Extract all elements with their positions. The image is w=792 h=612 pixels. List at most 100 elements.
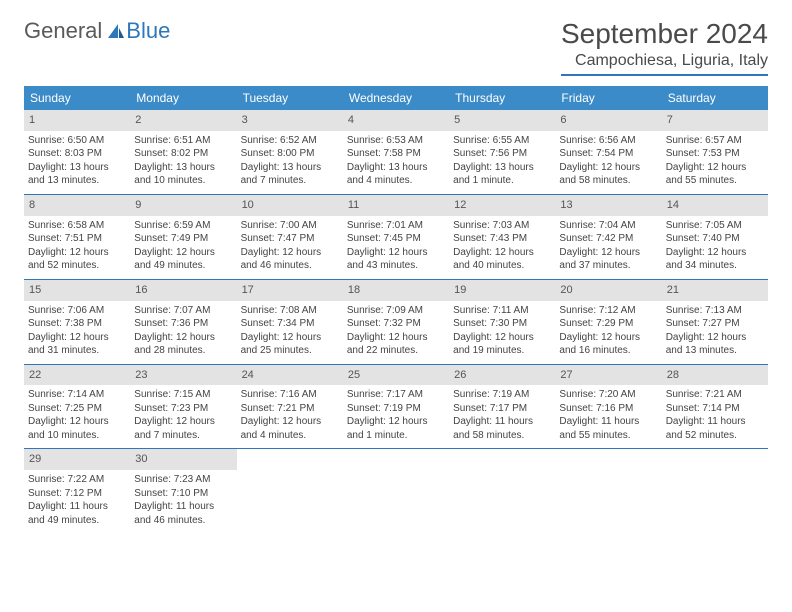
day-info-line: and 7 minutes. [134, 429, 232, 443]
day-info-line: and 46 minutes. [241, 259, 339, 273]
day-number: 9 [130, 195, 236, 216]
day-info-line: and 22 minutes. [347, 344, 445, 358]
day-info-line: Daylight: 11 hours [453, 415, 551, 429]
weeks-container: 1Sunrise: 6:50 AMSunset: 8:03 PMDaylight… [24, 110, 768, 533]
day-cell: 12Sunrise: 7:03 AMSunset: 7:43 PMDayligh… [449, 195, 555, 279]
day-info-line: Daylight: 12 hours [559, 161, 657, 175]
day-info-line: Sunrise: 7:01 AM [347, 219, 445, 233]
day-info-line: and 4 minutes. [347, 174, 445, 188]
day-info-line: Daylight: 12 hours [666, 246, 764, 260]
day-cell: 23Sunrise: 7:15 AMSunset: 7:23 PMDayligh… [130, 365, 236, 449]
day-info-line: Sunrise: 6:56 AM [559, 134, 657, 148]
day-number: 6 [555, 110, 661, 131]
day-info-line: Sunset: 7:16 PM [559, 402, 657, 416]
day-cell: 11Sunrise: 7:01 AMSunset: 7:45 PMDayligh… [343, 195, 449, 279]
day-info-line: Daylight: 11 hours [666, 415, 764, 429]
day-info-line: and 55 minutes. [559, 429, 657, 443]
day-info-line: Sunset: 7:45 PM [347, 232, 445, 246]
day-info-line: Sunset: 7:53 PM [666, 147, 764, 161]
day-info-line: and 25 minutes. [241, 344, 339, 358]
weekday-wed: Wednesday [343, 86, 449, 110]
day-cell: 24Sunrise: 7:16 AMSunset: 7:21 PMDayligh… [237, 365, 343, 449]
day-info-line: Sunrise: 6:53 AM [347, 134, 445, 148]
day-cell: 27Sunrise: 7:20 AMSunset: 7:16 PMDayligh… [555, 365, 661, 449]
day-info-line: Sunrise: 7:03 AM [453, 219, 551, 233]
day-info-line: Sunrise: 6:58 AM [28, 219, 126, 233]
day-info-line: and 1 minute. [453, 174, 551, 188]
day-info-line: Sunset: 7:58 PM [347, 147, 445, 161]
day-info-line: and 55 minutes. [666, 174, 764, 188]
day-info-line: Sunset: 7:54 PM [559, 147, 657, 161]
day-number: 30 [130, 449, 236, 470]
day-cell [237, 449, 343, 533]
day-info-line: Sunset: 7:32 PM [347, 317, 445, 331]
day-info-line: Daylight: 12 hours [666, 331, 764, 345]
day-number: 19 [449, 280, 555, 301]
day-info-line: Daylight: 12 hours [453, 246, 551, 260]
day-info-line: Sunrise: 7:21 AM [666, 388, 764, 402]
day-cell: 26Sunrise: 7:19 AMSunset: 7:17 PMDayligh… [449, 365, 555, 449]
month-title: September 2024 [561, 18, 768, 50]
day-info-line: Sunrise: 7:00 AM [241, 219, 339, 233]
day-cell: 5Sunrise: 6:55 AMSunset: 7:56 PMDaylight… [449, 110, 555, 194]
day-info-line: Sunset: 7:25 PM [28, 402, 126, 416]
day-cell [662, 449, 768, 533]
day-info-line: Daylight: 12 hours [134, 331, 232, 345]
day-info-line: Sunset: 7:21 PM [241, 402, 339, 416]
day-info-line: and 46 minutes. [134, 514, 232, 528]
day-info-line: Sunrise: 7:20 AM [559, 388, 657, 402]
day-info-line: Sunrise: 6:52 AM [241, 134, 339, 148]
day-info-line: and 10 minutes. [28, 429, 126, 443]
day-info-line: Sunset: 7:34 PM [241, 317, 339, 331]
day-info-line: and 10 minutes. [134, 174, 232, 188]
week-row: 8Sunrise: 6:58 AMSunset: 7:51 PMDaylight… [24, 195, 768, 280]
day-number: 18 [343, 280, 449, 301]
day-info-line: Daylight: 11 hours [559, 415, 657, 429]
day-cell: 10Sunrise: 7:00 AMSunset: 7:47 PMDayligh… [237, 195, 343, 279]
day-info-line: and 43 minutes. [347, 259, 445, 273]
day-info-line: Sunrise: 6:50 AM [28, 134, 126, 148]
day-cell: 16Sunrise: 7:07 AMSunset: 7:36 PMDayligh… [130, 280, 236, 364]
day-info-line: Sunrise: 7:15 AM [134, 388, 232, 402]
day-info-line: Sunset: 8:03 PM [28, 147, 126, 161]
day-cell: 7Sunrise: 6:57 AMSunset: 7:53 PMDaylight… [662, 110, 768, 194]
weekday-header: Sunday Monday Tuesday Wednesday Thursday… [24, 86, 768, 110]
day-cell: 3Sunrise: 6:52 AMSunset: 8:00 PMDaylight… [237, 110, 343, 194]
day-number: 2 [130, 110, 236, 131]
day-info-line: Daylight: 12 hours [241, 246, 339, 260]
day-info-line: Daylight: 12 hours [666, 161, 764, 175]
day-info-line: Sunset: 7:56 PM [453, 147, 551, 161]
day-cell: 4Sunrise: 6:53 AMSunset: 7:58 PMDaylight… [343, 110, 449, 194]
day-cell: 28Sunrise: 7:21 AMSunset: 7:14 PMDayligh… [662, 365, 768, 449]
day-cell: 8Sunrise: 6:58 AMSunset: 7:51 PMDaylight… [24, 195, 130, 279]
day-cell: 15Sunrise: 7:06 AMSunset: 7:38 PMDayligh… [24, 280, 130, 364]
weekday-tue: Tuesday [237, 86, 343, 110]
day-cell [555, 449, 661, 533]
day-info-line: Daylight: 13 hours [28, 161, 126, 175]
day-cell: 21Sunrise: 7:13 AMSunset: 7:27 PMDayligh… [662, 280, 768, 364]
day-info-line: Daylight: 12 hours [559, 246, 657, 260]
day-info-line: Sunset: 7:40 PM [666, 232, 764, 246]
title-block: September 2024 Campochiesa, Liguria, Ita… [561, 18, 768, 76]
day-info-line: Daylight: 13 hours [134, 161, 232, 175]
day-number: 13 [555, 195, 661, 216]
logo-word1: General [24, 18, 102, 44]
day-cell: 19Sunrise: 7:11 AMSunset: 7:30 PMDayligh… [449, 280, 555, 364]
day-info-line: Sunrise: 7:05 AM [666, 219, 764, 233]
day-info-line: Sunrise: 6:57 AM [666, 134, 764, 148]
weekday-sun: Sunday [24, 86, 130, 110]
day-info-line: Sunset: 7:12 PM [28, 487, 126, 501]
day-number: 16 [130, 280, 236, 301]
day-number: 22 [24, 365, 130, 386]
day-info-line: Sunrise: 7:09 AM [347, 304, 445, 318]
day-info-line: Daylight: 12 hours [241, 415, 339, 429]
day-info-line: Daylight: 12 hours [28, 331, 126, 345]
day-number: 24 [237, 365, 343, 386]
calendar: Sunday Monday Tuesday Wednesday Thursday… [24, 86, 768, 533]
day-info-line: Sunrise: 7:12 AM [559, 304, 657, 318]
day-info-line: Daylight: 12 hours [28, 415, 126, 429]
day-number: 12 [449, 195, 555, 216]
day-info-line: Sunrise: 7:17 AM [347, 388, 445, 402]
day-info-line: Sunset: 7:27 PM [666, 317, 764, 331]
week-row: 22Sunrise: 7:14 AMSunset: 7:25 PMDayligh… [24, 365, 768, 450]
